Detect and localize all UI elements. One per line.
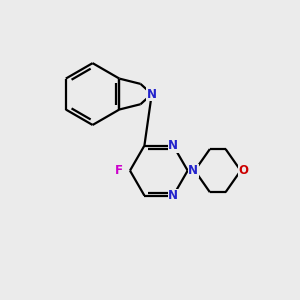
Text: N: N bbox=[147, 88, 157, 100]
Text: N: N bbox=[168, 189, 178, 202]
Text: N: N bbox=[168, 139, 178, 152]
Text: F: F bbox=[115, 164, 123, 177]
Text: O: O bbox=[238, 164, 249, 177]
Text: N: N bbox=[188, 164, 198, 177]
